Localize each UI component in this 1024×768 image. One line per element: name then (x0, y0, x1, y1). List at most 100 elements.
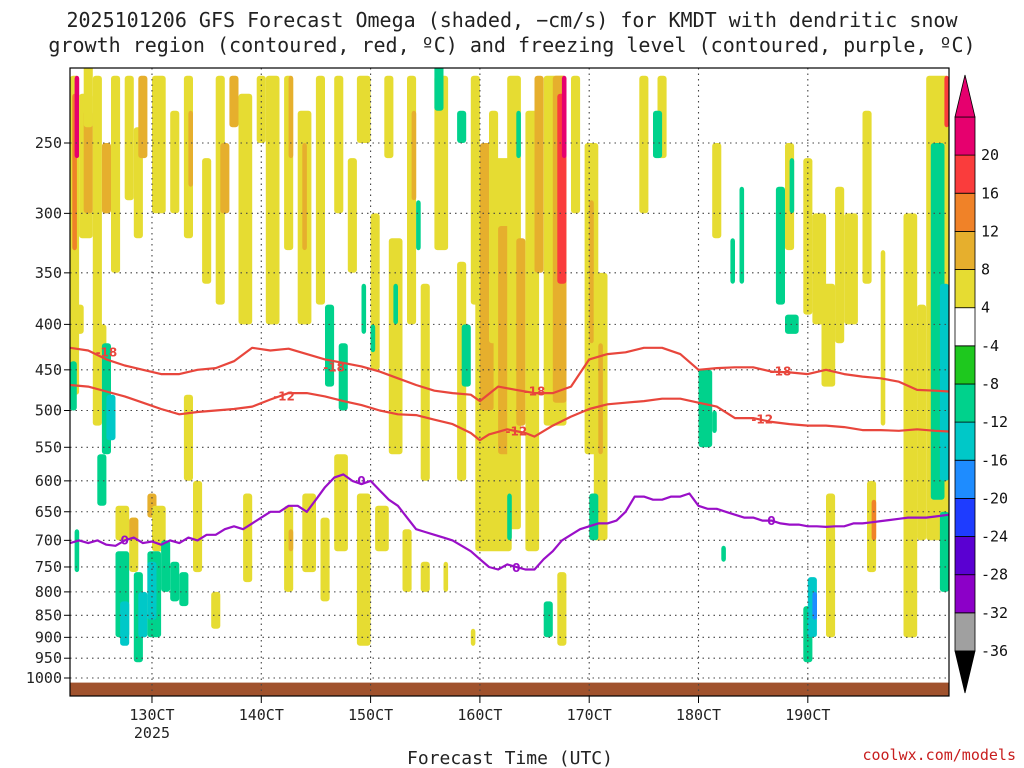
omega-cell-70 (903, 213, 918, 638)
colorbar-segment-1 (954, 574, 976, 614)
colorbar-label-7: -8 (981, 375, 999, 393)
omega-cell-114 (338, 343, 348, 411)
colorbar-label-5: -16 (981, 451, 1008, 469)
colorbar-segment-11 (954, 192, 976, 232)
omega-cell-101 (97, 454, 107, 506)
omega-cell-5 (92, 75, 102, 426)
contour-label-2: -18 (524, 385, 546, 399)
contour-label-1: -18 (323, 360, 345, 374)
omega-cell-32 (388, 238, 403, 455)
y-tick-label-750: 750 (35, 558, 62, 576)
omega-cell-79 (129, 517, 139, 541)
omega-cell-110 (161, 540, 171, 592)
ground-layer (70, 682, 949, 696)
colorbar-label-1: -32 (981, 604, 1008, 622)
y-tick-label-950: 950 (35, 649, 62, 667)
omega-cell-83 (193, 480, 203, 573)
colorbar-segment-13 (954, 116, 976, 156)
omega-cell-64 (835, 186, 845, 344)
omega-cell-77 (115, 505, 130, 541)
isotherm-minus18-line (70, 346, 949, 403)
y-tick-label-650: 650 (35, 503, 62, 521)
credit-link[interactable]: coolwx.com/models (862, 746, 1016, 764)
omega-cell-85 (243, 493, 253, 583)
omega-cell-128 (712, 410, 717, 433)
colorbar-segment-4 (954, 459, 976, 499)
omega-cell-58 (712, 143, 722, 239)
y-tick-label-900: 900 (35, 628, 62, 646)
omega-cell-46 (534, 75, 544, 273)
ground-fill (70, 682, 949, 696)
colorbar-segment-8 (954, 307, 976, 347)
omega-cell-14 (188, 110, 193, 187)
omega-cell-93 (402, 529, 412, 592)
x-tick-label-3: 160CT (457, 706, 502, 724)
omega-cell-120 (507, 493, 512, 541)
omega-cell-125 (516, 110, 521, 159)
omega-cell-122 (589, 493, 599, 541)
omega-cell-41 (489, 110, 499, 344)
y-tick-label-300: 300 (35, 204, 62, 222)
x-tick-label-1: 140CT (239, 706, 284, 724)
grid-lines (70, 68, 949, 696)
x-tick-label-2: 150CT (348, 706, 393, 724)
y-tick-label-700: 700 (35, 531, 62, 549)
omega-cell-8 (124, 75, 134, 201)
omega-cell-60 (803, 158, 813, 315)
contour-label-6: -12 (751, 413, 773, 427)
omega-cell-23 (288, 75, 294, 159)
omega-cell-92 (375, 505, 389, 552)
contour-label-10: 0 (767, 514, 775, 528)
y-tick-label-250: 250 (35, 134, 62, 152)
colorbar-label-10: 8 (981, 261, 990, 279)
omega-cell-96 (470, 628, 476, 646)
contour-label-4: -12 (273, 389, 295, 403)
colorbar-label-9: 4 (981, 299, 990, 317)
colorbar-segment-12 (954, 154, 976, 194)
colorbar-label-0: -36 (981, 642, 1008, 660)
omega-cell-116 (370, 324, 376, 353)
omega-cell-100 (74, 529, 80, 573)
x-axis-label: Forecast Time (UTC) (407, 748, 613, 768)
contour-label-9: 0 (512, 561, 520, 575)
omega-cell-119 (461, 324, 471, 387)
y-axis: 250 300 350 400 450 500 550 600 650 700 750 800 850 9… (26, 134, 70, 687)
omega-cell-107 (138, 591, 148, 638)
omega-cell-71 (917, 304, 927, 541)
y-tick-label-450: 450 (35, 361, 62, 379)
colorbar-label-13: 20 (981, 146, 999, 164)
y-tick-label-1000: 1000 (26, 669, 62, 687)
omega-cell-65 (844, 213, 858, 325)
colorbar-segment-6 (954, 383, 976, 423)
omega-cell-89 (320, 517, 330, 602)
omega-cell-7 (111, 75, 121, 273)
omega-cell-15 (202, 158, 212, 284)
colorbar: -36 -32 -28 -24 -20 -16 -12 -8 -4 4 8 12 16 20 (954, 74, 1008, 694)
colorbar-segment-2 (954, 536, 976, 576)
omega-cell-97 (557, 572, 567, 646)
freezing-level-line (70, 473, 949, 571)
omega-cell-50 (561, 75, 567, 159)
omega-cell-84 (211, 591, 221, 629)
omega-cell-12 (170, 110, 180, 214)
contour-labels: -18 -18 -18 -18 -12 -12 -12 0 0 0 0 (96, 345, 792, 575)
colorbar-label-11: 12 (981, 222, 999, 240)
omega-cell-112 (179, 572, 189, 607)
omega-cell-27 (334, 75, 344, 214)
omega-cell-111 (170, 561, 180, 602)
omega-cell-66 (862, 110, 872, 284)
y-tick-label-550: 550 (35, 438, 62, 456)
omega-cell-17 (220, 143, 230, 214)
colorbar-label-4: -20 (981, 489, 1008, 507)
omega-cell-35 (420, 283, 430, 481)
contour-label-0: -18 (96, 345, 118, 359)
x-year-label: 2025 (134, 724, 170, 742)
omega-cell-124 (457, 110, 467, 143)
omega-cell-113 (325, 304, 335, 387)
omega-cell-4 (83, 110, 93, 214)
omega-cell-37 (457, 261, 467, 481)
omega-cell-18 (229, 75, 239, 128)
omega-cell-19 (238, 93, 253, 325)
omega-cell-115 (361, 283, 367, 334)
omega-cell-126 (653, 110, 663, 159)
